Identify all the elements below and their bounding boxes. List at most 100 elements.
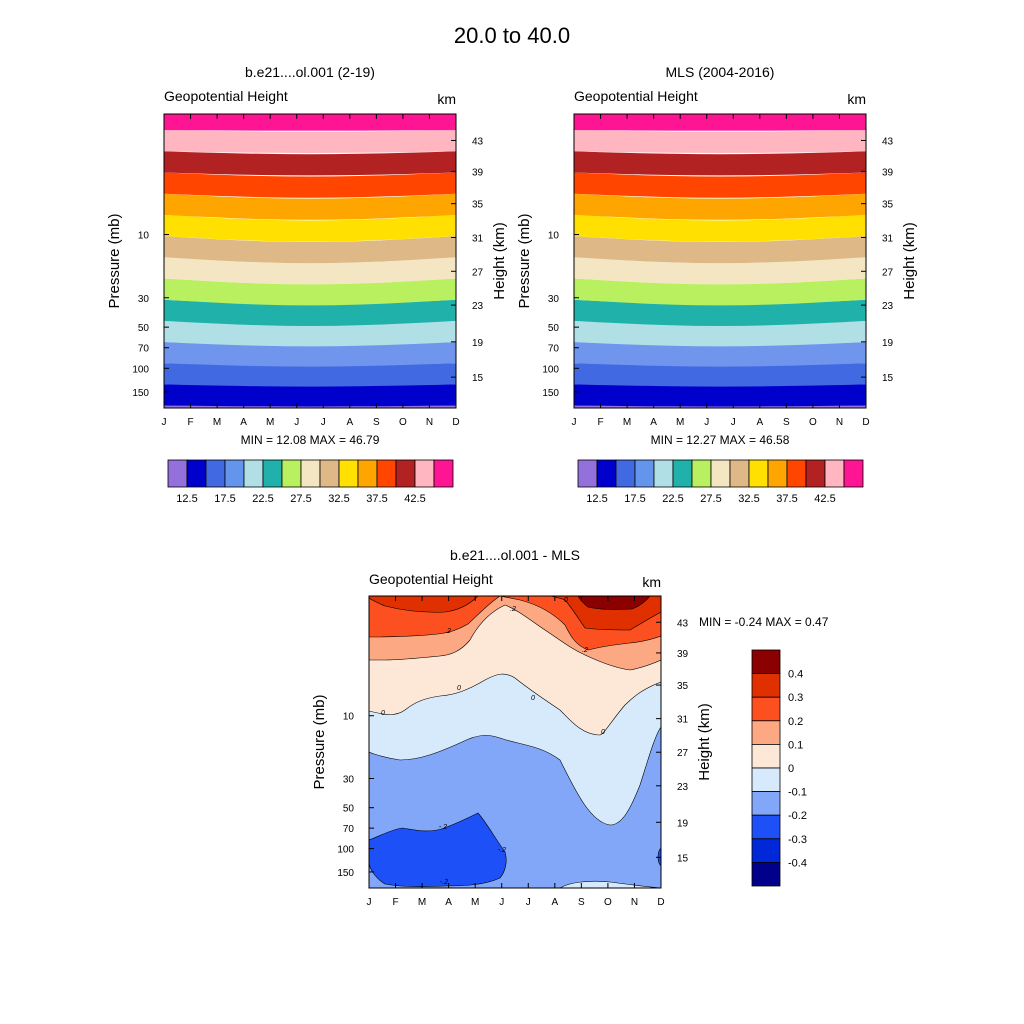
colorbar-swatch [281,459,302,488]
x-tick-label: M [418,897,426,908]
contour-band [574,172,866,198]
pressure-tick-label: 30 [138,294,150,305]
x-tick-label: S [373,417,380,428]
x-tick-label: A [650,417,657,428]
colorbar-label: 37.5 [366,493,387,505]
contour-band [574,114,866,131]
colorbar-swatch [751,696,781,722]
y-axis-right-label: Height (km) [696,703,713,781]
pressure-tick-label: 150 [132,388,149,399]
contour-band [164,299,456,326]
contour-band [574,384,866,407]
x-tick-label: A [756,417,763,428]
colorbar-label: 12.5 [586,493,607,505]
colorbar-label: -0.4 [788,857,807,869]
colorbar-swatch [748,459,769,488]
colorbar-label: -0.2 [788,810,807,822]
right-axis: 43 39 35 31 27 23 19 15 [861,136,894,384]
contour-band [164,114,456,131]
x-tick-label: O [399,417,407,428]
colorbar-swatch [653,459,674,488]
contour-band [164,342,456,367]
pressure-tick-label: 50 [138,323,150,334]
x-tick-label: J [294,417,299,428]
colorbar-swatch [596,459,617,488]
colorbar-swatch [338,459,359,488]
x-tick-label: F [392,897,398,908]
left-axis: 10 30 50 70 100 150 [542,231,579,399]
colorbar-label: -0.1 [788,787,807,799]
height-tick-label: 27 [677,748,689,759]
colorbar-swatch [395,459,416,488]
height-tick-label: 23 [882,301,894,312]
colorbar: 12.5 17.5 22.5 27.5 32.5 37.5 42.5 [577,459,864,505]
left-axis: 10 30 50 70 100 150 [132,231,169,399]
contour-label: -.2 [439,824,447,831]
height-tick-label: 39 [677,649,689,660]
height-tick-label: 19 [472,338,484,349]
pressure-tick-label: 50 [548,323,560,334]
colorbar-label: 0.2 [788,716,803,728]
colorbar-swatch [824,459,845,488]
colorbar-label: 27.5 [290,493,311,505]
pressure-tick-label: 50 [343,804,355,815]
contour-label: .2 [582,647,588,654]
right-axis: 43 39 35 31 27 23 19 15 [451,136,484,384]
contour-band [574,278,866,306]
colorbar-swatch [751,862,781,887]
contour-band [574,151,866,176]
pressure-tick-label: 10 [343,712,355,723]
height-tick-label: 19 [882,338,894,349]
colorbar-swatch [224,459,245,488]
x-tick-label: D [862,417,869,428]
height-tick-label: 31 [882,233,894,244]
pressure-tick-label: 150 [542,388,559,399]
panel-obs: MLS (2004-2016) Geopotential Height km J… [516,64,918,505]
right-axis: 43 39 35 31 27 23 19 15 [656,618,689,864]
colorbar-swatch [672,459,693,488]
colorbar-swatch [167,459,188,488]
x-tick-label: O [604,897,612,908]
plot-frame [368,595,662,889]
pressure-tick-label: 30 [548,294,560,305]
left-axis: 10 30 50 70 100 150 [337,712,374,879]
colorbar: 0.4 0.3 0.2 0.1 0 -0.1 -0.2 -0.3 -0.4 [751,649,807,887]
pressure-tick-label: 100 [132,364,149,375]
contour-band [164,363,456,387]
height-tick-label: 39 [472,167,484,178]
colorbar-swatch [186,459,207,488]
contour-labels: -.2 -.2 -.2 .2 .2 .2 0 0 0 0 0 [381,597,605,886]
pressure-tick-label: 10 [548,231,560,242]
height-tick-label: 43 [677,618,689,629]
contour-band [574,320,866,347]
colorbar-swatch [729,459,750,488]
colorbar-label: -0.3 [788,834,807,846]
colorbar-swatch [805,459,826,488]
height-tick-label: 27 [882,267,894,278]
x-tick-label: D [452,417,459,428]
contour-band [164,130,456,153]
contour-bands [369,596,661,888]
height-tick-label: 31 [472,233,484,244]
contour-label: 0 [381,710,385,717]
colorbar-swatch [262,459,283,488]
x-tick-label: M [471,897,479,908]
contour-label: 0 [457,685,461,692]
colorbar-label: 17.5 [214,493,235,505]
panel-title: b.e21....ol.001 (2-19) [245,64,375,80]
contour-band [164,236,456,264]
colorbar-label: 0 [788,763,794,775]
variable-label: Geopotential Height [574,88,698,104]
colorbar-swatch [767,459,788,488]
variable-label: Geopotential Height [369,571,493,587]
band-0.45 [577,596,651,610]
colorbar-label: 27.5 [700,493,721,505]
pressure-tick-label: 70 [548,344,560,355]
plot-frame [163,113,457,409]
band-0-bottom [559,880,661,888]
colorbar-swatch [751,838,781,863]
colorbar-label: 0.3 [788,692,803,704]
x-tick-label: A [551,897,558,908]
